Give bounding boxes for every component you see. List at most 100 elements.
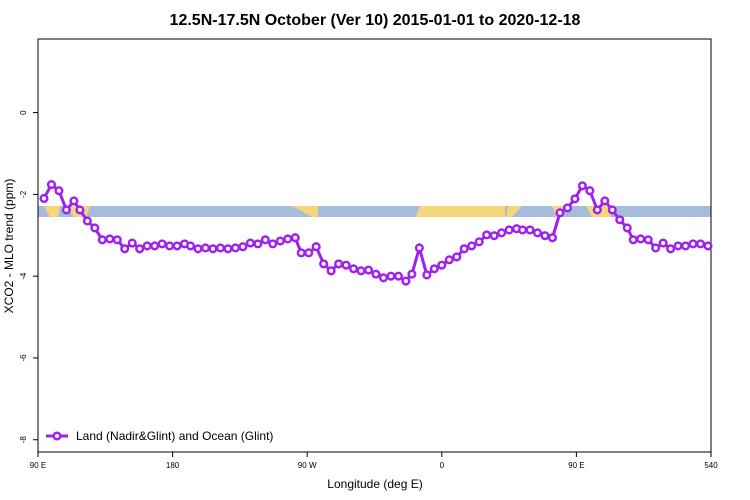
point (636, 234, 646, 244)
point (349, 264, 359, 274)
point (504, 225, 514, 235)
point (532, 228, 543, 238)
y-tick-label: -8 (19, 436, 28, 444)
point (666, 244, 676, 254)
point (245, 238, 255, 248)
point (562, 203, 572, 213)
point (223, 244, 233, 254)
x-tick-label: 180 (166, 461, 180, 470)
point (150, 241, 160, 251)
point (401, 276, 411, 286)
point (570, 194, 580, 204)
point (90, 223, 100, 233)
point (378, 273, 389, 283)
point (525, 225, 535, 235)
point (452, 252, 462, 262)
point (673, 241, 683, 251)
point (120, 244, 130, 254)
point (200, 243, 211, 253)
point (688, 239, 698, 249)
point (82, 216, 92, 226)
point (283, 234, 293, 244)
point (356, 266, 366, 276)
point (230, 243, 240, 253)
point (386, 271, 396, 281)
point (268, 239, 278, 249)
point (97, 235, 107, 245)
x-tick-label: 90 E (568, 461, 584, 470)
point (363, 265, 374, 275)
point (489, 231, 499, 241)
point (444, 255, 454, 265)
x-tick-label: 0 (440, 461, 445, 470)
point (540, 231, 550, 241)
point (585, 186, 595, 196)
point (547, 233, 558, 243)
point (75, 205, 85, 215)
point (577, 181, 587, 191)
point (319, 259, 329, 269)
point (658, 238, 668, 248)
x-tick-label: 90 E (30, 461, 46, 470)
point (157, 239, 167, 249)
point (326, 266, 336, 276)
y-tick-label: -4 (19, 272, 28, 280)
point (135, 244, 145, 254)
x-tick-label: 90 W (298, 461, 317, 470)
point (497, 228, 507, 238)
point (69, 196, 79, 206)
x-tick-label: 540 (704, 461, 718, 470)
y-tick-label: -2 (19, 190, 28, 198)
point (275, 236, 285, 246)
point (112, 235, 122, 245)
point (311, 242, 321, 252)
x-axis-label: Longitude (deg E) (327, 477, 422, 491)
point (474, 237, 484, 247)
point (260, 235, 270, 245)
point (393, 271, 403, 281)
point (600, 196, 610, 206)
point (482, 230, 492, 240)
legend-marker (52, 431, 62, 441)
point (253, 239, 263, 249)
point (172, 241, 182, 251)
point (334, 259, 344, 269)
point (643, 235, 653, 245)
chart-title: 12.5N-17.5N October (Ver 10) 2015-01-01 … (170, 12, 581, 29)
point (681, 241, 691, 251)
point (341, 260, 351, 270)
point (422, 270, 432, 280)
point (607, 205, 617, 215)
point (61, 205, 71, 215)
y-axis-label: XCO2 - MLO trend (ppm) (2, 179, 16, 314)
point (142, 241, 152, 251)
point (208, 244, 218, 254)
point (290, 233, 300, 243)
point (127, 238, 137, 248)
point (518, 225, 528, 235)
y-tick-label: 0 (19, 110, 28, 115)
point (615, 215, 625, 225)
point (46, 180, 57, 190)
y-tick-label: -6 (19, 354, 28, 362)
point (165, 241, 175, 251)
point (407, 269, 417, 279)
point (555, 208, 565, 218)
point (592, 205, 602, 215)
point (371, 269, 381, 279)
point (437, 260, 447, 270)
point (296, 248, 306, 258)
point (185, 241, 196, 251)
point (238, 242, 248, 252)
point (459, 244, 469, 254)
point (695, 239, 706, 249)
point (54, 186, 64, 196)
point (105, 234, 115, 244)
point (429, 264, 439, 274)
legend-label: Land (Nadir&Glint) and Ocean (Glint) (76, 429, 273, 443)
point (467, 241, 477, 251)
point (703, 241, 713, 251)
point (628, 235, 638, 245)
point (414, 243, 424, 253)
